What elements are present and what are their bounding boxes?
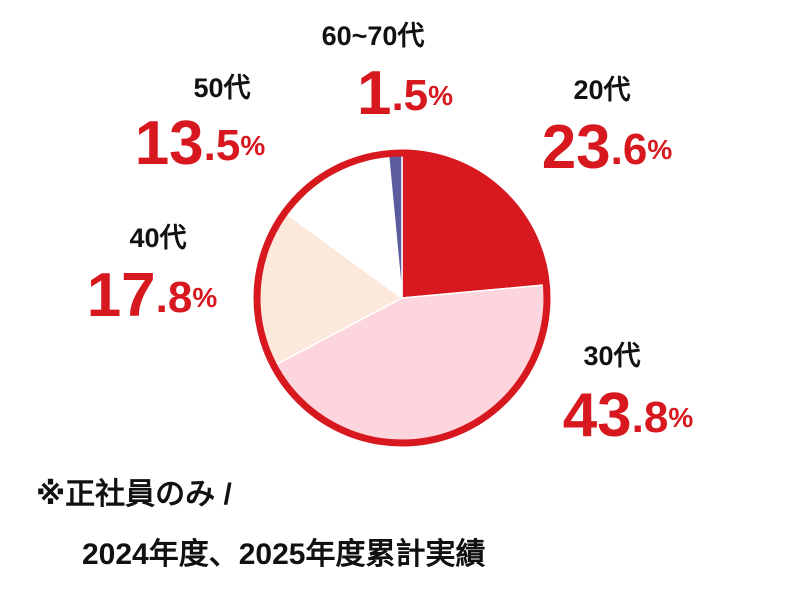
category-label: 40代 bbox=[129, 223, 186, 253]
category-label: 30代 bbox=[583, 341, 640, 371]
value-label: 17.8% bbox=[87, 261, 218, 330]
note: 2024年度、2025年度累計実績 bbox=[82, 537, 485, 571]
category-label: 50代 bbox=[193, 73, 250, 103]
value-label: 43.8% bbox=[563, 381, 694, 450]
pie-border bbox=[253, 149, 551, 447]
value-label: 23.6% bbox=[542, 113, 673, 182]
category-label: 60~70代 bbox=[322, 21, 425, 51]
category-label: 20代 bbox=[573, 75, 630, 105]
note: ※正社員のみ / bbox=[36, 478, 232, 511]
value-label: 13.5% bbox=[135, 109, 266, 178]
value-label: 1.5% bbox=[357, 59, 453, 128]
